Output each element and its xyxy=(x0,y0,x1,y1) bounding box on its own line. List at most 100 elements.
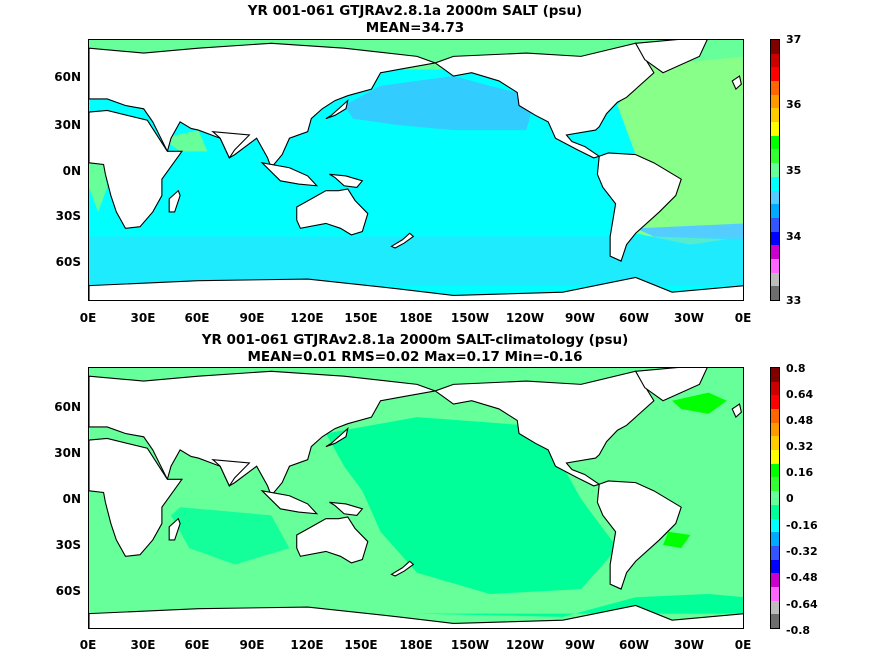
panel2-title: YR 001-061 GTJRAv2.8.1a 2000m SALT-clima… xyxy=(201,332,629,348)
lat-label: 30N xyxy=(54,446,81,460)
cbar1-label: 34 xyxy=(786,230,802,243)
cbar1-label: 35 xyxy=(786,164,802,177)
lon-label: 60W xyxy=(619,311,649,325)
anomaly-colorbar xyxy=(770,367,780,629)
colorbar-swatch xyxy=(771,286,779,300)
southern-ocean xyxy=(89,236,743,286)
south-atlantic-low xyxy=(635,223,743,240)
indian-anomaly xyxy=(171,507,290,565)
lon-label: 30E xyxy=(130,311,156,325)
cbar2-label: 0 xyxy=(786,492,794,505)
lon-label: 30W xyxy=(674,311,704,325)
lon-label: 120E xyxy=(290,638,324,652)
land-africa xyxy=(89,109,184,229)
lat-label: 60S xyxy=(55,584,81,598)
panel2-subtitle: MEAN=0.01 RMS=0.02 Max=0.17 Min=-0.16 xyxy=(247,349,583,365)
colorbar-swatch xyxy=(771,245,779,259)
lon-label: 90W xyxy=(565,638,595,652)
lon-label: 120W xyxy=(505,311,545,325)
colorbar-swatch xyxy=(771,53,779,68)
north-pacific-low xyxy=(344,76,536,131)
colorbar-swatch xyxy=(771,381,779,396)
cbar2-label: -0.8 xyxy=(786,624,811,637)
lon-label: 90E xyxy=(239,638,265,652)
lon-label: 60E xyxy=(184,638,210,652)
land-png xyxy=(329,173,364,188)
land-greenland xyxy=(634,368,708,402)
cbar2-label: -0.16 xyxy=(786,519,818,532)
colorbar-swatch xyxy=(771,367,779,382)
cbar2-label: 0.16 xyxy=(786,466,814,479)
land-nz xyxy=(390,232,415,249)
colorbar-swatch xyxy=(771,204,779,218)
colorbar-swatch xyxy=(771,586,779,601)
lon-label: 150E xyxy=(344,638,378,652)
colorbar-swatch xyxy=(771,67,779,81)
cbar2-label: 0.8 xyxy=(786,362,806,375)
colorbar-swatch xyxy=(771,81,779,95)
colorbar-swatch xyxy=(771,190,779,205)
lon-label: 120E xyxy=(290,311,324,325)
land-madagascar xyxy=(168,517,181,541)
lon-label: 90E xyxy=(239,311,265,325)
lat-label: 60S xyxy=(55,255,81,269)
lat-label: 0N xyxy=(62,492,81,506)
gulf-of-guinea xyxy=(89,162,108,212)
colorbar-swatch xyxy=(771,108,779,123)
lon-label: 0E xyxy=(734,638,752,652)
colorbar-swatch xyxy=(771,436,779,451)
lon-label: 30E xyxy=(130,638,156,652)
lon-label: 60W xyxy=(619,638,649,652)
lon-label: 180E xyxy=(399,311,433,325)
cbar2-label: -0.32 xyxy=(786,545,818,558)
colorbar-swatch xyxy=(771,122,779,136)
lat-label: 30S xyxy=(55,209,81,223)
land-australia xyxy=(296,188,369,236)
lon-label: 150W xyxy=(450,311,490,325)
colorbar-swatch xyxy=(771,532,779,546)
land-india xyxy=(211,459,251,488)
cbar1-label: 37 xyxy=(786,33,802,46)
land-japan xyxy=(325,99,349,120)
lat-label: 0N xyxy=(62,164,81,178)
salinity-colorbar xyxy=(770,39,780,301)
land-samerica xyxy=(596,480,682,590)
land-samerica xyxy=(596,152,682,262)
lon-label: 0E xyxy=(79,311,97,325)
colorbar-swatch xyxy=(771,217,779,232)
labrador-positive xyxy=(672,392,727,414)
colorbar-swatch xyxy=(771,573,779,587)
south-atlantic-positive xyxy=(663,531,691,549)
colorbar-swatch xyxy=(771,395,779,409)
salinity-anomaly-map xyxy=(88,367,744,629)
land-india xyxy=(211,131,251,160)
land-japan xyxy=(325,427,349,448)
arabian-sea xyxy=(161,130,208,152)
land-nz xyxy=(390,560,415,577)
colorbar-swatch xyxy=(771,176,779,191)
lon-label: 150W xyxy=(450,638,490,652)
colorbar-swatch xyxy=(771,559,779,574)
salinity-map xyxy=(88,39,744,301)
colorbar-swatch xyxy=(771,504,779,519)
cbar1-label: 36 xyxy=(786,98,802,111)
colorbar-swatch xyxy=(771,163,779,177)
lon-label: 180E xyxy=(399,638,433,652)
colorbar-swatch xyxy=(771,545,779,560)
map-canvas xyxy=(89,368,743,628)
lon-label: 30W xyxy=(674,638,704,652)
land-png xyxy=(329,501,364,516)
cbar2-label: 0.64 xyxy=(786,388,814,401)
land-eurasia xyxy=(89,370,438,497)
colorbar-swatch xyxy=(771,614,779,628)
colorbar-swatch xyxy=(771,258,779,273)
colorbar-swatch xyxy=(771,600,779,615)
colorbar-swatch xyxy=(771,518,779,533)
land-uk xyxy=(731,75,742,91)
colorbar-swatch xyxy=(771,491,779,505)
panel1-subtitle: MEAN=34.73 xyxy=(365,20,465,36)
panel1-title: YR 001-061 GTJRAv2.8.1a 2000m SALT (psu) xyxy=(247,3,583,19)
colorbar-swatch xyxy=(771,422,779,437)
land-antarctica xyxy=(89,604,743,628)
lat-label: 30S xyxy=(55,538,81,552)
